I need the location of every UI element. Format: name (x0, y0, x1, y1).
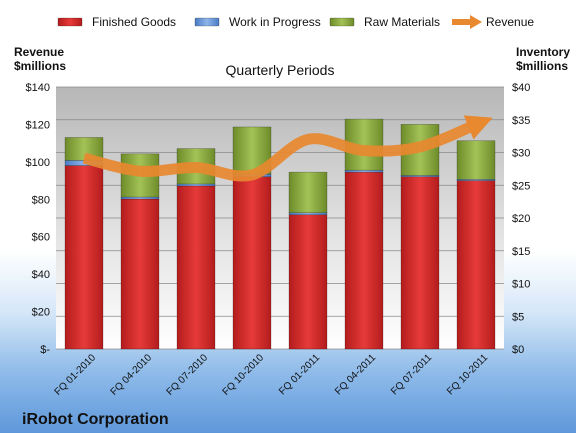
bar-finished-goods (64, 165, 104, 350)
bar-finished-goods (400, 176, 440, 350)
bar-finished-goods (120, 198, 160, 350)
x-tick-label: FQ 10-2011 (445, 352, 490, 397)
legend-swatch (194, 17, 220, 27)
right-axis-title-line2: $millions (516, 59, 568, 73)
right-tick-label: $25 (512, 180, 530, 192)
left-axis-title-line1: Revenue (14, 45, 64, 59)
right-tick-label: $35 (512, 115, 530, 127)
left-tick-label: $20 (32, 307, 50, 319)
left-tick-label: $80 (32, 194, 50, 206)
bar-finished-goods (176, 185, 216, 350)
x-tick-label: FQ 01-2011 (277, 352, 322, 397)
right-tick-label: $30 (512, 148, 530, 160)
right-axis-title-line1: Inventory (516, 45, 570, 59)
right-tick-label: $15 (512, 246, 530, 258)
left-tick-label: $40 (32, 269, 50, 281)
x-tick-label: FQ 04-2010 (109, 352, 155, 398)
x-tick-label: FQ 10-2010 (221, 352, 267, 398)
company-name: iRobot Corporation (22, 411, 169, 428)
legend-label: Raw Materials (364, 15, 440, 29)
bar-raw-materials (288, 171, 328, 214)
legend-item-finished-goods: Finished Goods (57, 15, 176, 29)
bar-raw-materials (456, 140, 496, 180)
legend-item-raw-materials: Raw Materials (329, 15, 440, 29)
bar-finished-goods (344, 171, 384, 350)
bar-finished-goods (232, 176, 272, 350)
revenue-line (82, 115, 493, 182)
legend-label: Revenue (486, 15, 534, 29)
left-tick-label: $60 (32, 232, 50, 244)
legend-swatch (57, 17, 83, 27)
right-tick-label: $5 (512, 311, 524, 323)
x-tick-label: FQ 07-2010 (165, 352, 211, 398)
legend-label: Work in Progress (229, 15, 321, 29)
legend-item-work-in-progress: Work in Progress (194, 15, 321, 29)
left-axis-ticks: $- $20 $40 $60 $80 $100 $120 $140 (26, 82, 51, 356)
x-tick-label: FQ 07-2011 (389, 352, 434, 397)
right-tick-label: $10 (512, 279, 530, 291)
legend-swatch (329, 17, 355, 27)
legend: Finished Goods Work in Progress Raw Materi… (57, 15, 534, 29)
x-tick-label: FQ 04-2011 (333, 352, 378, 397)
right-axis-ticks: $0 $5 $10 $15 $20 $25 $30 $35 $40 (512, 82, 530, 356)
left-tick-label: $100 (26, 157, 50, 169)
bar-finished-goods (288, 214, 328, 350)
left-tick-label: $- (40, 344, 50, 356)
chart-title: Quarterly Periods (226, 62, 335, 78)
left-axis-title-line2: $millions (14, 59, 66, 73)
right-tick-label: $0 (512, 344, 524, 356)
legend-label: Finished Goods (92, 15, 176, 29)
right-tick-label: $40 (512, 82, 530, 94)
series-line-revenue (82, 115, 493, 182)
left-tick-label: $140 (26, 82, 50, 94)
legend-swatch-arrow (470, 15, 482, 29)
left-tick-label: $120 (26, 119, 50, 131)
x-tick-label: FQ 01-2010 (53, 352, 99, 398)
right-tick-label: $20 (512, 213, 530, 225)
bar-finished-goods (456, 180, 496, 350)
legend-item-revenue: Revenue (452, 15, 534, 29)
x-axis-ticks: FQ 01-2010 FQ 04-2010 FQ 07-2010 FQ 10-2010… (53, 352, 491, 398)
